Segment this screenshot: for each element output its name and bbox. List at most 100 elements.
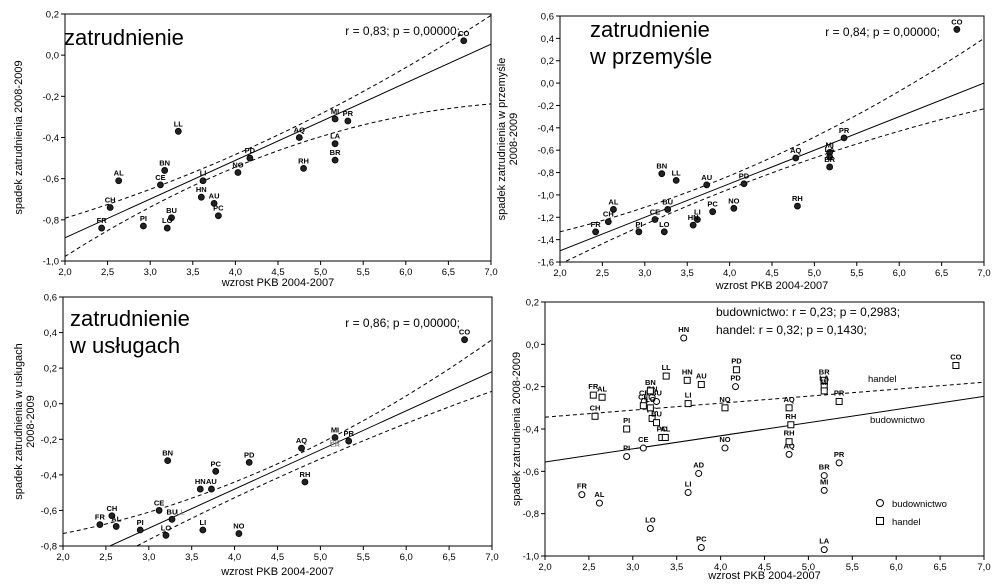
data-point-budownictwo — [680, 334, 688, 342]
y-tick-label: -1,0 — [43, 257, 59, 268]
y-tick-label: -1,2 — [538, 213, 554, 224]
y-tick-label: -0,6 — [41, 506, 57, 517]
x-tick-label: 5,0 — [802, 562, 815, 573]
x-tick-label: 2,0 — [58, 267, 71, 278]
plot-frame — [559, 15, 985, 263]
point-label: CO — [951, 17, 962, 26]
point-label: LA — [819, 374, 830, 383]
point-label: FR — [577, 482, 588, 491]
chart-panel-3: 2,0 2,5 3,0 3,5 4,0 4,5 5,0 5,5 6,0 6,5 7,0 0,6 0,4 0… — [13, 293, 499, 579]
data-point — [246, 154, 254, 162]
y-tick-label: -0,4 — [43, 133, 59, 144]
y-tick-label: 0,4 — [44, 328, 57, 339]
data-point-handel — [646, 387, 654, 395]
x-tick-label: 3,0 — [142, 552, 155, 563]
y-tick-label: -0,4 — [538, 123, 554, 134]
point-label: PD — [730, 374, 741, 383]
point-label: PC — [696, 535, 707, 544]
x-tick-label: 2,5 — [582, 562, 595, 573]
point-label: CE — [155, 173, 165, 182]
point-label: BN — [159, 158, 170, 167]
y-axis-label-line: 2008-2009 — [25, 395, 37, 448]
data-point — [98, 224, 106, 232]
data-point-handel — [785, 438, 793, 446]
point-label: PD — [245, 146, 256, 155]
x-tick-label: 2,0 — [553, 268, 566, 279]
x-tick-label: 3,5 — [185, 552, 198, 563]
point-label: AU — [696, 372, 707, 381]
data-point — [953, 26, 961, 33]
y-tick-label: 0,0 — [44, 399, 57, 410]
point-label: AL — [114, 169, 124, 178]
y-axis-label: spadek zatrudnienia 2008-2009 — [511, 352, 523, 506]
x-tick-label: 5,5 — [357, 552, 370, 563]
data-point-budownictwo — [697, 544, 705, 552]
point-label: RH — [784, 429, 795, 438]
point-label: LA — [330, 440, 339, 449]
data-point — [826, 153, 834, 161]
regression-line — [65, 43, 491, 239]
data-point — [210, 199, 218, 207]
point-label: HN — [196, 185, 207, 194]
point-label: BU — [651, 410, 662, 419]
x-tick-label: 6,0 — [890, 562, 903, 573]
point-label: AQ — [296, 436, 307, 445]
y-tick-label: 0,2 — [44, 364, 57, 375]
y-tick-label: 0,2 — [46, 10, 59, 21]
data-point — [689, 221, 697, 229]
point-label: CE — [638, 435, 648, 444]
data-point — [199, 177, 207, 185]
point-label: PC — [211, 459, 222, 468]
point-label: LI — [200, 518, 207, 527]
y-tick-label: -0,6 — [43, 174, 59, 185]
x-tick-label: 6,0 — [893, 268, 906, 279]
y-tick-label: -0,6 — [523, 467, 539, 478]
data-point — [234, 169, 242, 176]
point-label: LL — [176, 508, 184, 517]
y-tick-label: -0,8 — [538, 168, 554, 179]
x-tick-label: 6,5 — [933, 562, 946, 573]
point-label: PC — [213, 204, 224, 213]
data-point — [161, 167, 169, 174]
plot-frame — [64, 13, 492, 262]
point-label: BR — [824, 155, 835, 164]
y-tick-label: -1,0 — [523, 552, 539, 563]
correlation-stat: r = 0,83; p = 0,00000; — [345, 24, 460, 38]
data-point-budownictwo — [578, 491, 586, 499]
point-label: PI — [137, 518, 144, 527]
line-label-handel: handel — [868, 374, 897, 385]
point-label: PI — [635, 220, 642, 229]
regression-line — [108, 371, 492, 546]
point-label: LI — [685, 480, 692, 489]
x-tick-label: 5,5 — [850, 268, 863, 279]
point-label: PR — [344, 429, 355, 438]
data-point — [300, 164, 307, 172]
data-point-budownictwo — [595, 499, 603, 507]
x-tick-label: 3,5 — [186, 267, 199, 278]
data-point — [461, 336, 468, 344]
correlation-stat-line: handel: r = 0,32; p = 0,1430; — [716, 323, 867, 337]
y-tick-label: -0,4 — [523, 425, 539, 436]
panel-title-line: w usługach — [69, 333, 180, 358]
point-label: AQ — [783, 441, 794, 450]
y-tick-label: 0,0 — [541, 79, 554, 90]
data-point-budownictwo — [639, 444, 647, 452]
data-point — [331, 434, 339, 441]
point-label: CO — [458, 29, 469, 38]
x-tick-label: 3,0 — [626, 562, 639, 573]
data-point — [604, 218, 612, 226]
point-label: AQ — [783, 395, 794, 404]
data-point — [136, 526, 144, 534]
point-label: BU — [651, 388, 662, 397]
data-point — [331, 115, 339, 123]
x-tick-label: 6,5 — [442, 267, 455, 278]
x-tick-label: 4,0 — [714, 562, 727, 573]
correlation-stat: r = 0,84; p = 0,00000; — [825, 25, 940, 39]
data-point — [212, 467, 220, 475]
data-point — [709, 208, 717, 216]
point-label: BN — [162, 449, 173, 458]
point-label: FR — [95, 513, 106, 522]
data-point — [658, 170, 666, 178]
legend-item: budownictwo — [892, 499, 947, 510]
